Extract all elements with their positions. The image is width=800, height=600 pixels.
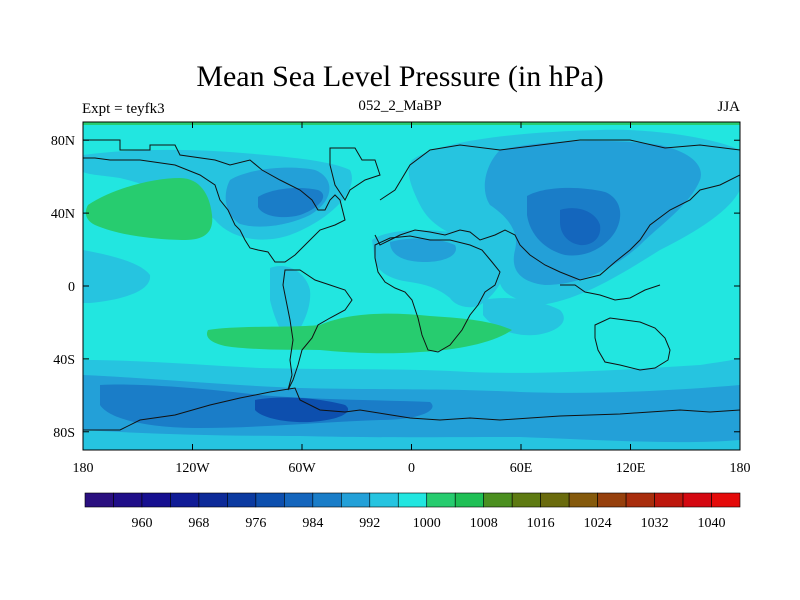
colorbar-label: 968 <box>188 516 209 531</box>
african-low <box>390 238 456 262</box>
colorbar-labels: 960 968 976 984 992 1000 1008 1016 1024 1032 1040 <box>131 516 725 531</box>
colorbar-swatch <box>511 492 541 508</box>
x-tick-label: 120E <box>616 461 646 476</box>
colorbar-swatch <box>483 492 513 508</box>
y-tick-label: 80S <box>53 426 75 441</box>
colorbar-swatch <box>654 492 684 508</box>
x-tick-label: 60E <box>510 461 533 476</box>
north-america-coast <box>83 139 346 263</box>
south-american-trough <box>270 266 311 345</box>
maritime-continent-coast <box>560 284 661 301</box>
colorbar <box>84 492 741 508</box>
y-tick-label: 80N <box>51 134 75 149</box>
eurasia-coast <box>374 139 740 281</box>
y-tick-label: 40S <box>53 353 75 368</box>
colorbar-swatch <box>454 492 484 508</box>
axis-ticks <box>82 122 741 450</box>
contour-field <box>83 122 740 450</box>
season-label: JJA <box>717 99 740 115</box>
colorbar-swatch <box>711 492 741 508</box>
chart-title: Mean Sea Level Pressure (in hPa) <box>196 60 604 93</box>
colorbar-label: 976 <box>245 516 266 531</box>
asian-low-core <box>560 208 601 246</box>
colorbar-label: 1032 <box>641 516 669 531</box>
x-tick-label: 180 <box>73 461 94 476</box>
indian-ocean-low <box>483 298 564 336</box>
colorbar-swatch <box>682 492 712 508</box>
colorbar-swatch <box>597 492 627 508</box>
south-america-coast <box>282 269 353 391</box>
colorbar-label: 984 <box>302 516 323 531</box>
colorbar-swatch <box>170 492 200 508</box>
colorbar-swatch <box>369 492 399 508</box>
africa-coast <box>374 235 501 353</box>
colorbar-label: 960 <box>131 516 152 531</box>
experiment-label: Expt = teyfk3 <box>82 101 165 117</box>
y-tick-label: 0 <box>68 280 75 295</box>
colorbar-swatch <box>198 492 228 508</box>
southern-ocean-core <box>255 397 349 423</box>
colorbar-swatch <box>312 492 342 508</box>
colorbar-label: 1008 <box>470 516 498 531</box>
colorbar-label: 1024 <box>584 516 612 531</box>
colorbar-swatch <box>84 492 114 508</box>
y-axis-labels: 80N 40N 0 40S 80S <box>51 134 75 441</box>
y-tick-label: 40N <box>51 207 75 222</box>
time-slice-label: 052_2_MaBP <box>358 98 442 114</box>
colorbar-label: 1040 <box>698 516 726 531</box>
colorbar-label: 1016 <box>527 516 555 531</box>
coastlines <box>83 139 740 431</box>
atlantic-subtropical-high <box>85 178 213 240</box>
southern-subtropical-high <box>206 313 512 354</box>
colorbar-swatch <box>397 492 428 508</box>
australia-coast <box>594 317 671 371</box>
colorbar-swatch <box>255 492 285 508</box>
east-pacific-low <box>83 250 151 303</box>
colorbar-swatch <box>625 492 655 508</box>
colorbar-swatch <box>341 492 371 508</box>
antarctica-coast <box>83 387 740 431</box>
colorbar-swatch <box>568 492 598 508</box>
x-tick-label: 120W <box>175 461 210 476</box>
colorbar-swatch <box>227 492 257 508</box>
colorbar-label: 992 <box>359 516 380 531</box>
x-axis-labels: 180 120W 60W 0 60E 120E 180 <box>73 461 751 476</box>
x-tick-label: 60W <box>288 461 316 476</box>
colorbar-swatch <box>284 492 314 508</box>
colorbar-swatch <box>141 492 171 508</box>
x-tick-label: 0 <box>408 461 415 476</box>
colorbar-swatch <box>426 492 456 508</box>
colorbar-label: 1000 <box>413 516 441 531</box>
colorbar-swatch <box>540 492 570 508</box>
greenland-coast <box>329 147 381 201</box>
x-tick-label: 180 <box>730 461 751 476</box>
colorbar-swatch <box>113 492 143 508</box>
